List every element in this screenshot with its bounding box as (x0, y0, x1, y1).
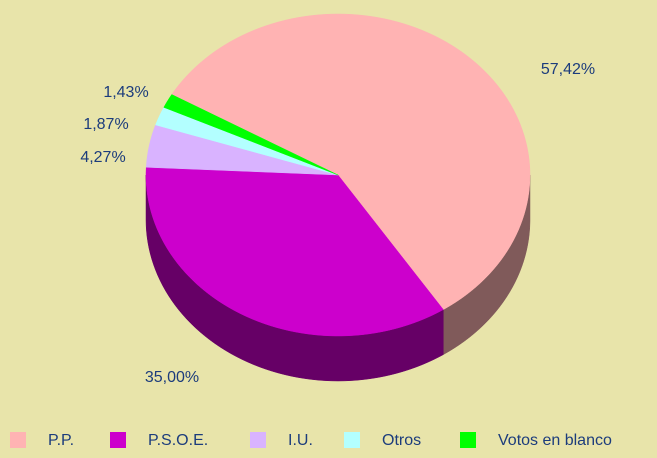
legend-label: P.S.O.E. (148, 432, 208, 449)
data-label: 1,43% (103, 84, 148, 101)
legend-label: P.P. (48, 432, 74, 449)
legend-label: I.U. (288, 432, 313, 449)
legend-swatch (110, 432, 126, 448)
legend-label: Otros (382, 432, 421, 449)
data-label: 57,42% (541, 61, 595, 78)
legend-label: Votos en blanco (498, 432, 612, 449)
legend-swatch (250, 432, 266, 448)
data-label: 1,87% (83, 116, 128, 133)
data-label: 35,00% (145, 369, 199, 386)
legend-swatch (344, 432, 360, 448)
slice (145, 167, 444, 337)
slice (145, 124, 339, 176)
slice (171, 13, 531, 310)
legend-swatch (10, 432, 26, 448)
legend-swatch (460, 432, 476, 448)
data-label: 4,27% (80, 149, 125, 166)
slice (163, 94, 339, 176)
